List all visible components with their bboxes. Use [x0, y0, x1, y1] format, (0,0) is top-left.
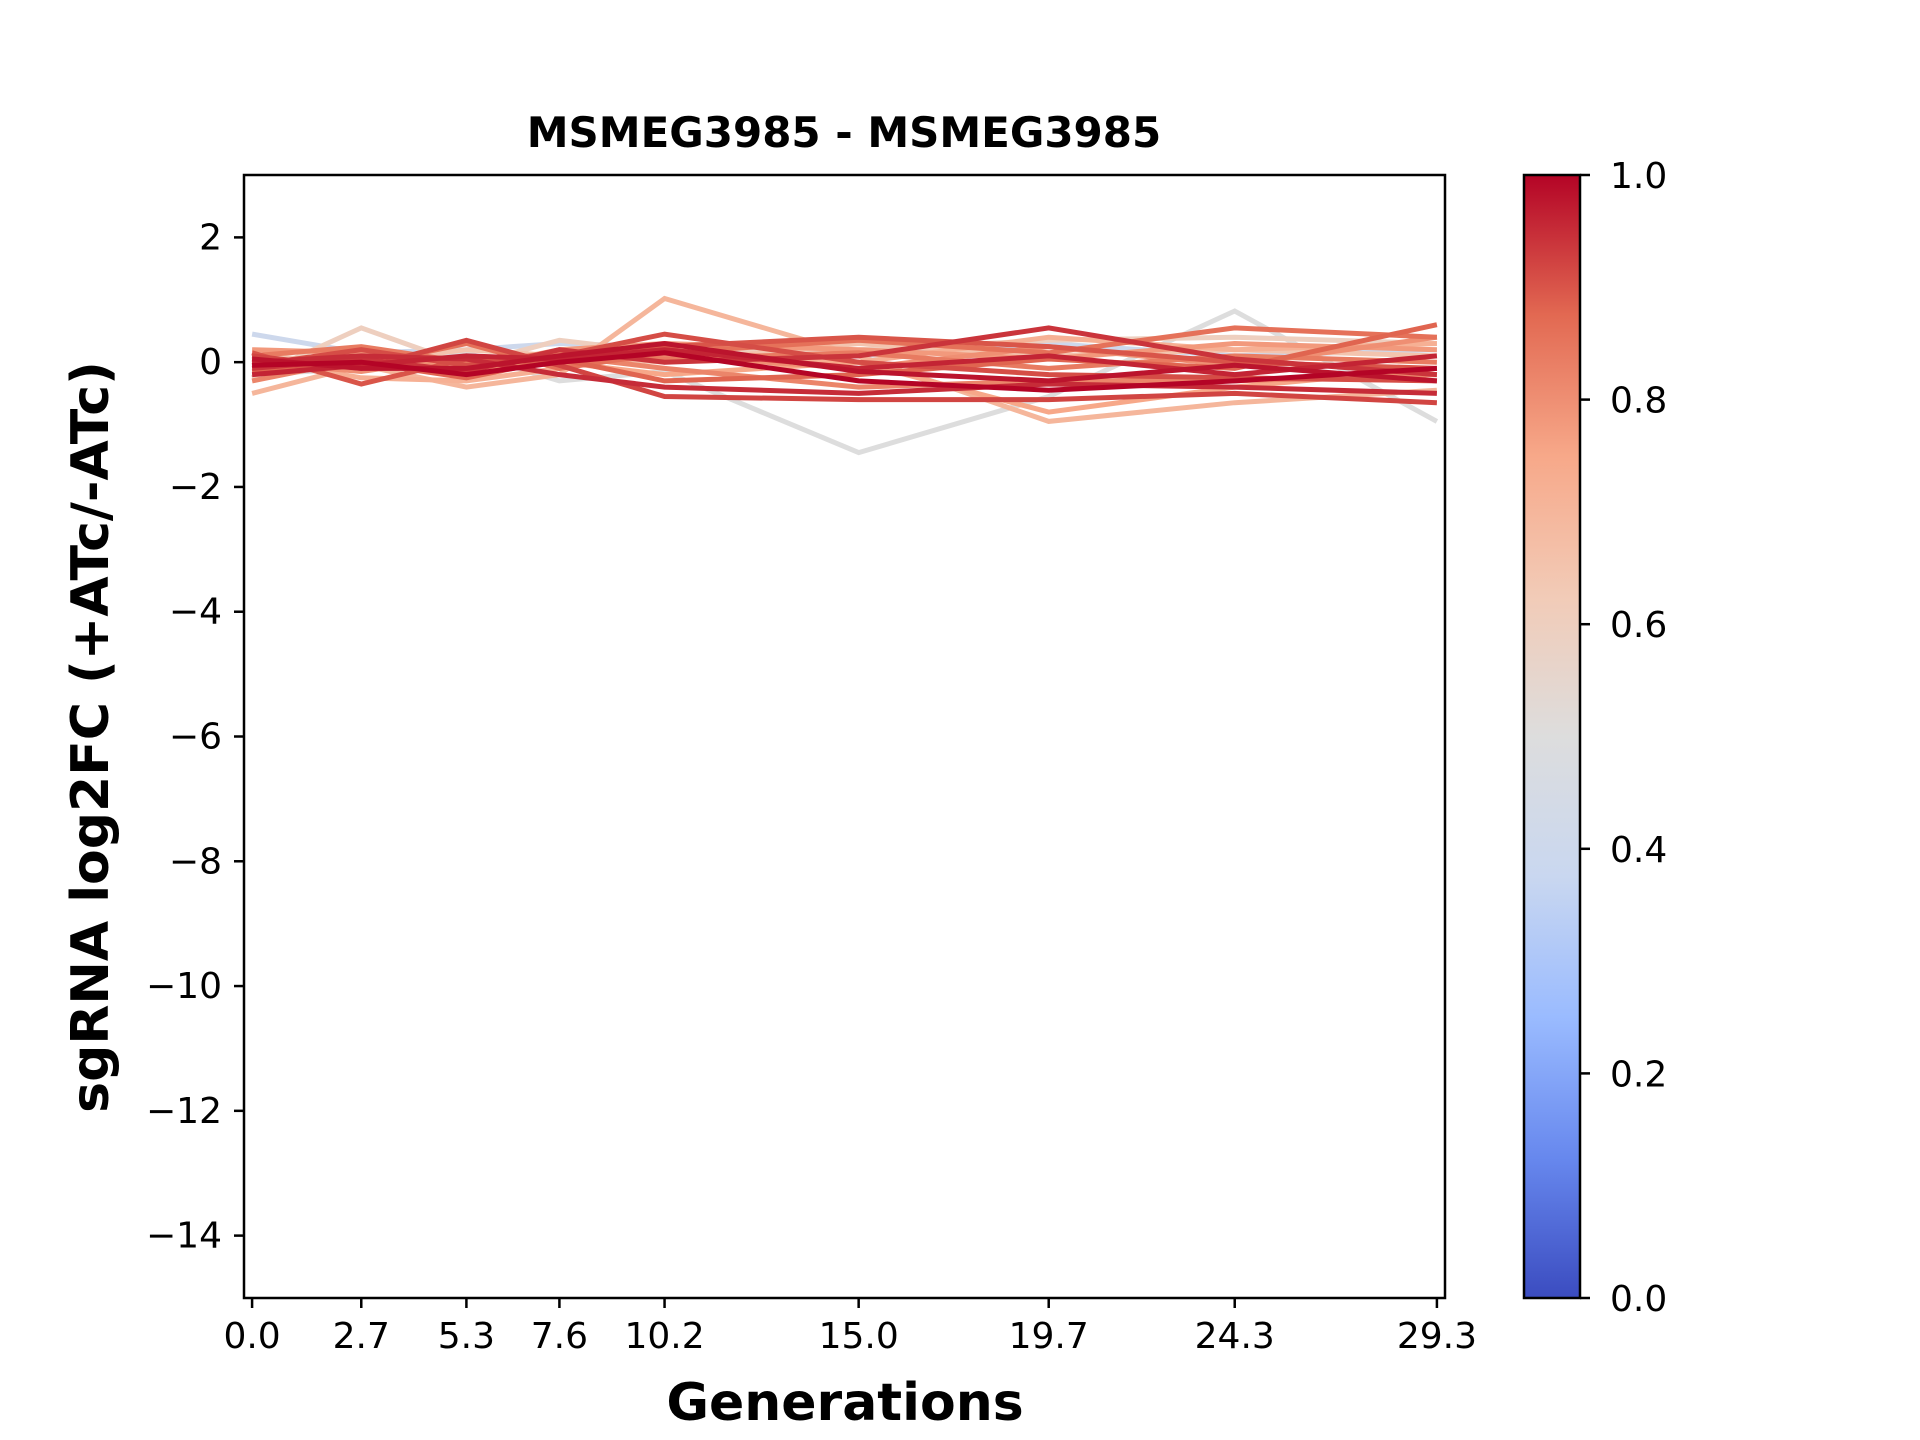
y-tick-label: −2: [169, 467, 222, 508]
y-tick-label: −10: [146, 966, 222, 1007]
x-axis-label: Generations: [666, 1373, 1023, 1433]
colorbar-axis: 0.0 0.2 0.4 0.6 0.8 1.0: [1580, 156, 1667, 1320]
y-axis-label: sgRNA log2FC (+ATc/-ATc): [61, 361, 121, 1113]
y-tick-label: 2: [199, 217, 222, 258]
x-tick-label: 24.3: [1195, 1316, 1275, 1357]
series-line-21: [252, 350, 1438, 393]
colorbar: [1522, 173, 1582, 1300]
colorbar-tick-label: 0.4: [1610, 830, 1667, 871]
y-tick-label: −12: [146, 1091, 222, 1132]
x-tick-label: 10.2: [624, 1316, 704, 1357]
colorbar-tick-label: 0.8: [1610, 381, 1667, 422]
x-tick-label: 15.0: [819, 1316, 899, 1357]
chart-title: MSMEG3985 - MSMEG3985: [527, 108, 1161, 157]
x-tick-label: 5.3: [438, 1316, 495, 1357]
y-tick-label: −4: [169, 592, 222, 633]
colorbar-tick-label: 0.0: [1610, 1279, 1667, 1320]
colorbar-tick-label: 0.2: [1610, 1054, 1667, 1095]
y-tick-label: −8: [169, 841, 222, 882]
x-tick-label: 19.7: [1009, 1316, 1089, 1357]
x-tick-label: 0.0: [223, 1316, 280, 1357]
series-layer: [251, 295, 1439, 456]
x-tick-label: 29.3: [1397, 1316, 1477, 1357]
x-tick-label: 2.7: [333, 1316, 390, 1357]
y-tick-label: 0: [199, 342, 222, 383]
series-line-5: [251, 295, 1438, 424]
y-axis: 2 0 −2 −4 −6 −8 −10 −12 −14: [146, 217, 244, 1257]
x-tick-label: 7.6: [531, 1316, 588, 1357]
x-axis: 0.0 2.7 5.3 7.6 10.2 15.0 19.7 24.3 29.3: [223, 1298, 1477, 1357]
y-tick-label: −6: [169, 717, 222, 758]
y-tick-label: −14: [146, 1216, 222, 1257]
series-line-14: [251, 334, 1437, 387]
colorbar-tick-label: 0.6: [1610, 605, 1667, 646]
colorbar-tick-label: 1.0: [1610, 156, 1667, 197]
series-line-11: [251, 344, 1437, 371]
